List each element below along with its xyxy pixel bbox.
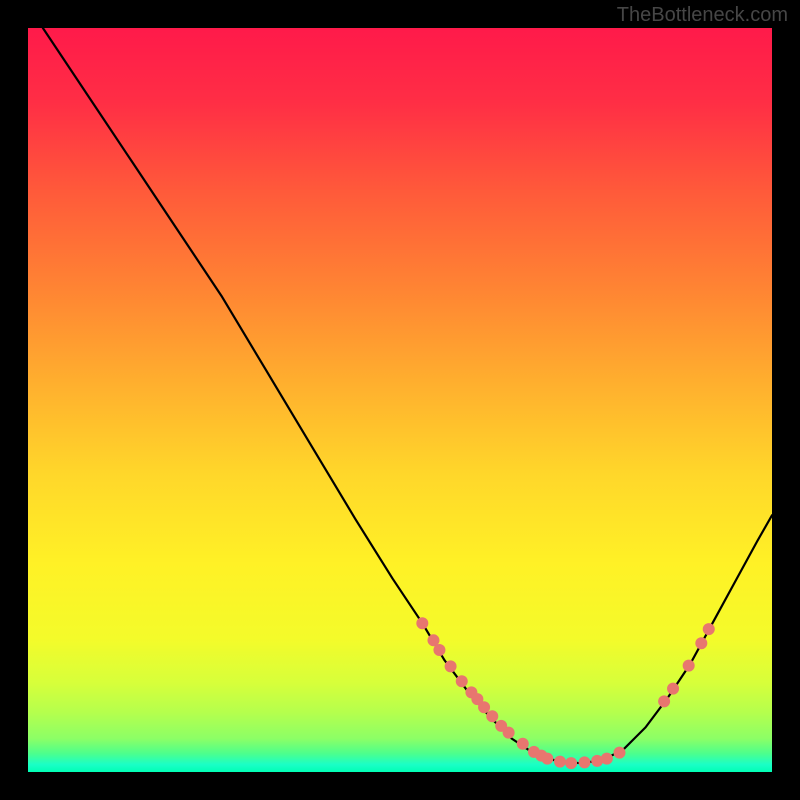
marker-dot bbox=[695, 637, 707, 649]
marker-dot bbox=[667, 683, 679, 695]
marker-dot bbox=[658, 695, 670, 707]
marker-dot bbox=[565, 757, 577, 769]
marker-dot bbox=[503, 727, 515, 739]
marker-dot bbox=[613, 747, 625, 759]
watermark-text: TheBottleneck.com bbox=[617, 4, 788, 27]
marker-dot bbox=[486, 710, 498, 722]
marker-dot bbox=[601, 753, 613, 765]
marker-dot bbox=[517, 738, 529, 750]
curve-layer bbox=[28, 28, 772, 772]
marker-dot bbox=[478, 701, 490, 713]
marker-dot bbox=[579, 756, 591, 768]
bottleneck-curve bbox=[43, 28, 772, 763]
marker-dot bbox=[683, 660, 695, 672]
marker-dot bbox=[416, 617, 428, 629]
plot-area bbox=[28, 28, 772, 772]
marker-dot bbox=[541, 753, 553, 765]
markers-group bbox=[416, 617, 714, 769]
marker-dot bbox=[554, 756, 566, 768]
marker-dot bbox=[456, 675, 468, 687]
marker-dot bbox=[445, 660, 457, 672]
marker-dot bbox=[433, 644, 445, 656]
marker-dot bbox=[703, 623, 715, 635]
